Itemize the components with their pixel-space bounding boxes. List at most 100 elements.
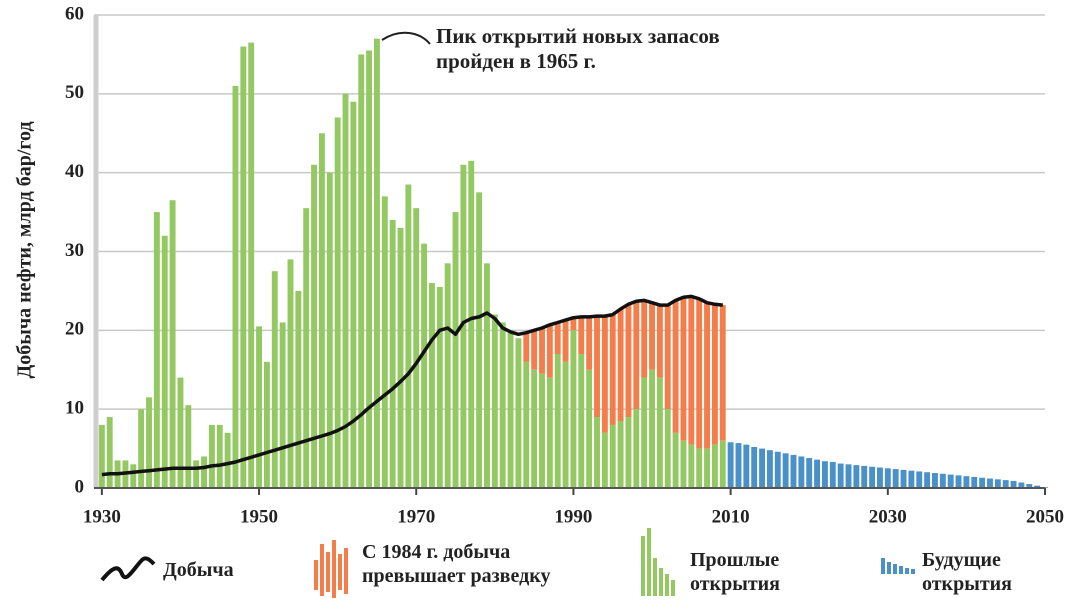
bar xyxy=(397,227,404,488)
bar xyxy=(539,327,545,374)
legend-icon-blue xyxy=(881,558,915,574)
bar xyxy=(381,196,388,489)
bar xyxy=(696,448,703,488)
bar xyxy=(955,475,962,488)
bar xyxy=(562,320,569,362)
bar xyxy=(318,133,325,488)
bar xyxy=(169,200,176,488)
bar xyxy=(987,478,993,488)
bar xyxy=(342,93,349,488)
bar xyxy=(578,353,585,488)
bar xyxy=(586,316,593,370)
bar xyxy=(829,461,836,488)
annotation: Пик открытий новых запасов xyxy=(436,24,720,48)
legend-icon-orange xyxy=(314,540,348,598)
bar xyxy=(814,459,821,488)
bar xyxy=(845,464,852,488)
y-axis-label: Добыча нефти, млрд бар/год xyxy=(14,121,36,378)
bar xyxy=(672,300,679,433)
bar xyxy=(939,473,946,488)
bar xyxy=(130,464,137,488)
bar xyxy=(696,298,703,449)
bar xyxy=(106,417,113,488)
bar xyxy=(633,301,640,410)
bar xyxy=(861,465,868,488)
bar xyxy=(649,369,655,488)
bar xyxy=(389,219,396,488)
bar xyxy=(1026,484,1033,488)
bar xyxy=(1018,482,1025,488)
bar xyxy=(271,271,278,488)
bar xyxy=(633,409,640,488)
annotation-leader xyxy=(381,31,431,45)
x-tick-label: 1950 xyxy=(240,506,278,527)
chart: Добыча нефти, млрд бар/год Пик открытий … xyxy=(14,3,1064,527)
legend-icon-line xyxy=(100,556,156,582)
bar xyxy=(153,212,160,489)
y-tick-label: 40 xyxy=(65,161,84,182)
y-tick-label: 10 xyxy=(65,398,84,419)
bar xyxy=(413,208,420,488)
bar xyxy=(672,432,679,488)
bar xyxy=(1034,485,1041,488)
bar xyxy=(656,305,663,378)
bar xyxy=(358,54,365,489)
y-tick-label: 0 xyxy=(75,476,85,497)
bar xyxy=(924,472,931,488)
bar xyxy=(546,324,553,378)
bar xyxy=(405,184,412,488)
bar xyxy=(649,302,655,370)
bar xyxy=(429,283,435,488)
bar xyxy=(727,442,734,488)
bar xyxy=(421,243,428,488)
legend-label: С 1984 г. добыча превышает разведку xyxy=(362,541,551,587)
bar xyxy=(366,50,373,488)
bar xyxy=(877,467,883,488)
bar xyxy=(735,443,742,488)
bar xyxy=(452,212,459,489)
bar xyxy=(774,451,781,488)
bar xyxy=(201,456,207,488)
x-tick-label: 2010 xyxy=(712,506,750,527)
bar xyxy=(688,444,695,488)
bar xyxy=(594,417,600,488)
bar xyxy=(617,420,624,488)
bar xyxy=(711,444,718,488)
x-tick-label: 1970 xyxy=(397,506,435,527)
bar xyxy=(546,377,553,488)
bar xyxy=(711,304,718,445)
x-tick-label: 2030 xyxy=(869,506,907,527)
bar xyxy=(594,316,600,418)
bar xyxy=(523,361,530,488)
bar xyxy=(979,477,986,488)
annotation: пройден в 1965 г. xyxy=(436,49,596,73)
bar xyxy=(892,469,899,488)
bar xyxy=(326,172,333,488)
line xyxy=(101,294,723,477)
bar xyxy=(609,314,616,425)
bar xyxy=(994,479,1001,488)
bar xyxy=(586,369,593,488)
bar xyxy=(146,397,152,488)
bar xyxy=(499,322,506,488)
bar xyxy=(468,160,475,488)
bar xyxy=(185,405,192,488)
bar xyxy=(609,424,616,488)
bar xyxy=(531,369,538,488)
bar xyxy=(350,101,357,488)
bar xyxy=(625,417,632,488)
y-tick-label: 50 xyxy=(65,82,84,103)
bar xyxy=(311,164,318,489)
bar xyxy=(460,164,467,489)
bar xyxy=(704,302,710,449)
bar xyxy=(570,317,577,331)
bar xyxy=(641,377,648,488)
bar xyxy=(578,316,585,354)
legend-label: Прошлые открытия xyxy=(690,549,780,595)
bar xyxy=(821,461,828,488)
bar xyxy=(790,454,797,488)
bar xyxy=(436,286,443,488)
bar xyxy=(704,448,710,488)
x-tick-label: 2050 xyxy=(1026,506,1064,527)
